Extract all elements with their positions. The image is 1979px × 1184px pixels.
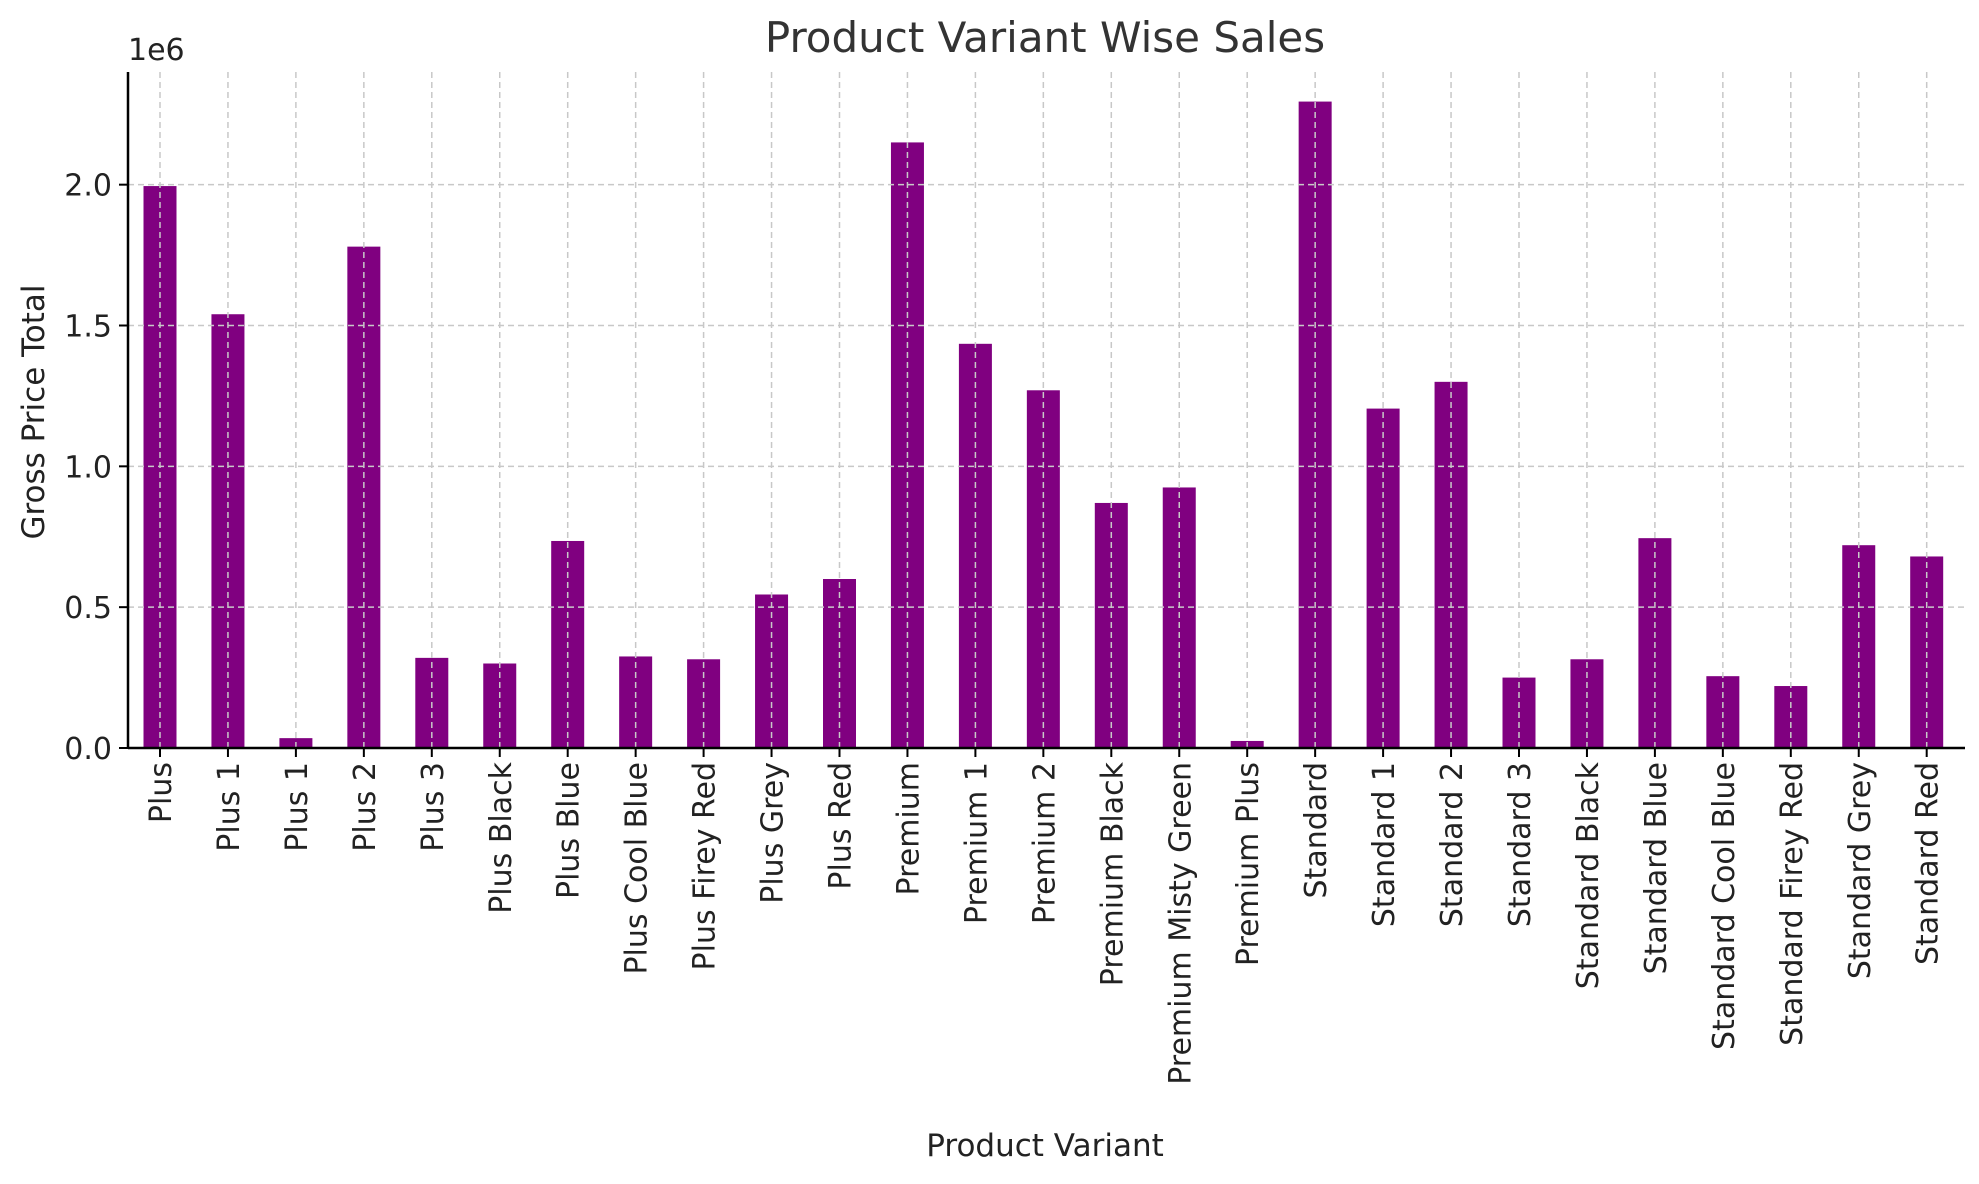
x-tick-label: Premium 1 — [959, 762, 994, 924]
x-tick-label: Plus Blue — [552, 762, 587, 899]
x-tick-label: Premium Misty Green — [1163, 762, 1198, 1085]
x-tick-label: Plus Black — [484, 761, 519, 913]
x-tick-label: Plus 1 — [212, 762, 247, 852]
x-tick-label: Standard 1 — [1367, 762, 1402, 927]
x-tick-label: Standard 2 — [1435, 762, 1470, 927]
y-scale-label: 1e6 — [128, 33, 185, 68]
x-tick-label: Plus Firey Red — [688, 762, 723, 970]
x-tick-label: Standard 3 — [1503, 762, 1538, 927]
grid-lines — [128, 72, 1965, 748]
y-tick-label: 1.0 — [64, 450, 112, 485]
x-tick-label: Plus 2 — [348, 762, 383, 852]
x-tick-label: Plus — [144, 762, 179, 823]
x-tick-label: Standard Black — [1571, 761, 1606, 989]
y-tick-label: 2.0 — [64, 169, 112, 204]
x-tick-label: Plus 3 — [416, 762, 451, 852]
x-tick-label: Standard Red — [1911, 762, 1946, 965]
y-tick-label: 1.5 — [64, 310, 112, 345]
x-tick-label: Premium — [891, 762, 926, 896]
x-tick-label: Premium Black — [1095, 761, 1130, 986]
x-tick-label: Standard Cool Blue — [1707, 762, 1742, 1050]
x-tick-label: Standard — [1299, 762, 1334, 898]
x-tick-label: Plus Cool Blue — [620, 762, 655, 975]
x-axis-ticks: Plus Plus 1 Plus 1 Plus 2 Plus 3 Plus Black Pl… — [144, 748, 1946, 1085]
x-tick-label: Plus 1 — [280, 762, 315, 852]
x-tick-label: Standard Firey Red — [1775, 762, 1810, 1046]
x-tick-label: Standard Blue — [1639, 762, 1674, 974]
bar — [1026, 390, 1060, 748]
y-axis-label: Gross Price Total — [16, 284, 52, 539]
x-tick-label: Plus Grey — [756, 762, 791, 904]
chart-title: Product Variant Wise Sales — [765, 13, 1325, 62]
y-tick-label: 0.5 — [64, 591, 112, 626]
y-axis-ticks: 0.0 0.5 1.0 1.5 2.0 — [64, 169, 128, 767]
x-tick-label: Premium 2 — [1027, 762, 1062, 924]
x-axis-label: Product Variant — [926, 1128, 1164, 1164]
y-tick-label: 0.0 — [64, 732, 112, 767]
x-tick-label: Plus Red — [824, 762, 859, 890]
x-tick-label: Standard Grey — [1843, 762, 1878, 979]
x-tick-label: Premium Plus — [1231, 762, 1266, 966]
